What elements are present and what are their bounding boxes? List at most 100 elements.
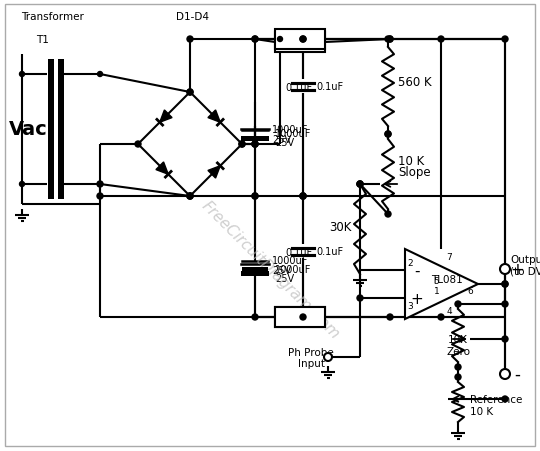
Circle shape — [97, 193, 103, 199]
Circle shape — [438, 37, 444, 43]
Text: D1-D4: D1-D4 — [176, 12, 208, 22]
Circle shape — [357, 295, 363, 301]
Text: 0.1uF: 0.1uF — [285, 83, 312, 93]
Text: 10 K: 10 K — [398, 155, 424, 168]
Text: 25V: 25V — [275, 273, 294, 283]
Circle shape — [252, 142, 258, 147]
Polygon shape — [208, 110, 220, 123]
Circle shape — [19, 182, 24, 187]
Circle shape — [300, 193, 306, 199]
Text: 0.1uF: 0.1uF — [285, 248, 312, 258]
Circle shape — [455, 364, 461, 370]
Text: +: + — [410, 292, 423, 307]
Text: Input: Input — [298, 358, 325, 368]
Polygon shape — [405, 249, 478, 319]
Circle shape — [387, 314, 393, 320]
Circle shape — [502, 281, 508, 287]
Text: 0.1uF: 0.1uF — [316, 82, 343, 92]
Text: Zero: Zero — [446, 346, 470, 356]
Circle shape — [300, 193, 306, 199]
Circle shape — [357, 182, 363, 188]
Circle shape — [502, 37, 508, 43]
Text: -: - — [414, 263, 420, 278]
Circle shape — [455, 301, 461, 307]
Circle shape — [252, 142, 258, 147]
Circle shape — [357, 182, 363, 188]
Circle shape — [500, 264, 510, 274]
Bar — [58, 60, 64, 199]
Circle shape — [187, 193, 193, 199]
Text: Reference: Reference — [470, 394, 522, 404]
Text: 25V: 25V — [272, 135, 291, 145]
Circle shape — [357, 182, 363, 188]
Circle shape — [300, 37, 306, 43]
Circle shape — [187, 193, 193, 199]
Text: Ph Probe: Ph Probe — [288, 347, 334, 357]
Circle shape — [385, 132, 391, 138]
Circle shape — [502, 301, 508, 307]
Circle shape — [502, 281, 508, 287]
Circle shape — [252, 37, 258, 43]
Text: 1: 1 — [434, 287, 440, 296]
Text: 10K: 10K — [448, 334, 468, 344]
Circle shape — [187, 193, 193, 199]
Text: +: + — [510, 260, 524, 278]
Circle shape — [252, 142, 258, 147]
Circle shape — [300, 37, 306, 43]
Bar — [242, 267, 268, 272]
Text: 30K: 30K — [329, 221, 352, 234]
Circle shape — [502, 336, 508, 342]
Text: -: - — [514, 365, 520, 383]
Text: 0.1uF: 0.1uF — [316, 246, 343, 257]
Text: T1: T1 — [36, 35, 49, 45]
Text: 10 K: 10 K — [470, 406, 493, 416]
Bar — [275, 307, 325, 327]
Circle shape — [387, 37, 393, 43]
Circle shape — [239, 142, 245, 147]
Bar — [241, 272, 269, 276]
Text: 25V: 25V — [272, 265, 291, 276]
Text: 7812: 7812 — [285, 37, 315, 50]
Circle shape — [19, 72, 24, 77]
Circle shape — [187, 90, 193, 96]
Text: 7: 7 — [447, 253, 453, 262]
Bar — [242, 136, 268, 141]
Circle shape — [438, 314, 444, 320]
Text: 7812: 7812 — [285, 33, 315, 46]
Circle shape — [278, 37, 282, 42]
Bar — [275, 33, 325, 53]
Circle shape — [187, 37, 193, 43]
Polygon shape — [208, 166, 220, 179]
Text: 7912: 7912 — [285, 311, 315, 324]
Bar — [275, 307, 325, 327]
Circle shape — [300, 193, 306, 199]
Circle shape — [385, 212, 391, 217]
Text: FreeCircuitDiagram.Com: FreeCircuitDiagram.Com — [198, 198, 342, 341]
Text: 560 K: 560 K — [398, 75, 431, 88]
Circle shape — [187, 90, 193, 96]
Text: 4: 4 — [447, 307, 453, 316]
Text: Transformer: Transformer — [21, 12, 84, 22]
Text: Slope: Slope — [398, 166, 430, 179]
Text: 7912: 7912 — [285, 311, 315, 324]
Circle shape — [252, 193, 258, 199]
Bar — [275, 30, 325, 50]
Circle shape — [387, 37, 393, 43]
Circle shape — [385, 37, 391, 43]
Circle shape — [324, 353, 332, 361]
Text: 1000uF: 1000uF — [272, 125, 308, 135]
Circle shape — [98, 182, 103, 187]
Circle shape — [502, 396, 508, 402]
Text: 1000uF: 1000uF — [272, 255, 308, 265]
Text: (to DVM): (to DVM) — [510, 267, 540, 276]
Text: 1000uF: 1000uF — [275, 264, 312, 274]
Circle shape — [300, 314, 306, 320]
Circle shape — [455, 374, 461, 380]
Text: 3: 3 — [407, 302, 413, 311]
Text: 6: 6 — [467, 287, 473, 296]
Text: 5: 5 — [434, 277, 440, 286]
Text: 2: 2 — [407, 259, 413, 268]
Text: 25V: 25V — [275, 138, 294, 147]
Text: Output: Output — [510, 254, 540, 264]
Circle shape — [239, 142, 245, 147]
